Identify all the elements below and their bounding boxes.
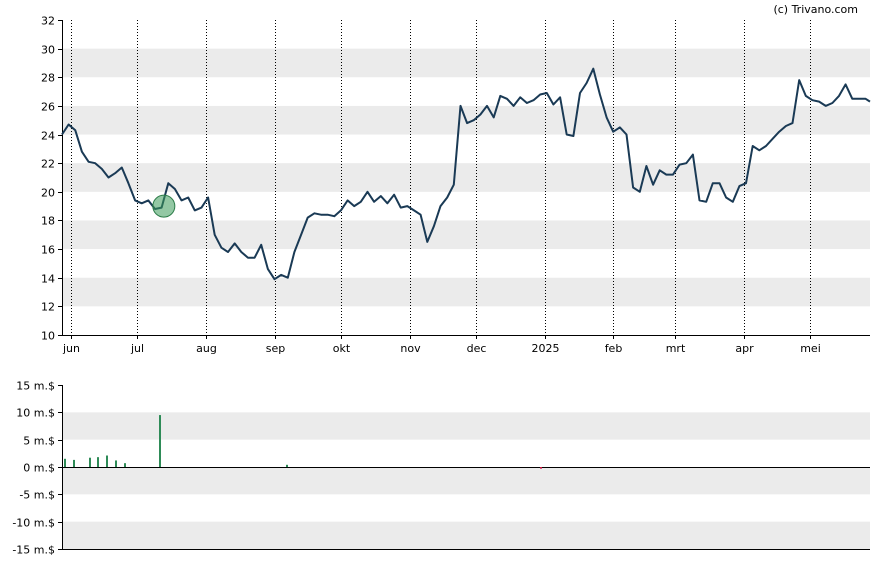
price-y-tick-label: 14 [41, 273, 55, 286]
volume-bar [540, 467, 542, 469]
price-y-tick-label: 12 [41, 301, 55, 314]
price-y-tick-label: 10 [41, 330, 55, 343]
volume-bar [89, 457, 91, 467]
x-tick-label: aug [196, 342, 217, 355]
volume-panel-bands [62, 412, 870, 549]
price-band [62, 220, 870, 250]
price-y-tick-label: 32 [41, 15, 55, 28]
price-y-axis-ticks: 10 12 14 16 18 20 22 24 26 28 30 32 [41, 15, 62, 343]
x-tick-label: jun [62, 342, 80, 355]
price-y-tick-label: 26 [41, 101, 55, 114]
x-tick-label: okt [333, 342, 351, 355]
price-band [62, 48, 870, 78]
volume-bar [159, 415, 161, 467]
x-tick-label: jul [130, 342, 144, 355]
volume-bar [73, 459, 75, 467]
x-tick-label: mei [800, 342, 821, 355]
volume-y-tick-label: -15 m.$ [12, 544, 55, 557]
price-band [62, 163, 870, 192]
price-y-tick-label: 30 [41, 44, 55, 57]
volume-y-axis-ticks: -15 m.$ -10 m.$ -5 m.$ 0 m.$ 5 m.$ 10 m.$ 15 m… [12, 380, 62, 557]
volume-y-tick-label: -10 m.$ [12, 517, 55, 530]
volume-bar [97, 457, 99, 467]
volume-y-tick-label: 10 m.$ [16, 407, 55, 420]
x-tick-label: feb [605, 342, 623, 355]
x-tick-label: apr [735, 342, 754, 355]
x-tick-label: mrt [666, 342, 686, 355]
volume-bar [115, 460, 117, 467]
volume-y-tick-label: 5 m.$ [23, 435, 55, 448]
price-y-tick-label: 22 [41, 158, 55, 171]
volume-bar [124, 463, 126, 467]
volume-bar [286, 464, 288, 467]
volume-y-tick-label: -5 m.$ [19, 489, 55, 502]
volume-band [62, 467, 870, 495]
volume-band [62, 412, 870, 440]
price-y-tick-label: 18 [41, 215, 55, 228]
price-panel-bands [62, 48, 870, 307]
volume-panel-axes [62, 385, 870, 550]
volume-bar [64, 458, 66, 467]
volume-bar [106, 455, 108, 467]
volume-bars [64, 415, 542, 469]
volume-y-tick-label: 15 m.$ [16, 380, 55, 393]
x-tick-label: nov [400, 342, 421, 355]
price-y-tick-label: 24 [41, 130, 55, 143]
price-panel-axes [62, 20, 870, 336]
price-line [61, 67, 871, 281]
x-axis-ticks: jun jul aug sep okt nov dec 2025 feb mrt apr mei [62, 335, 821, 355]
price-series [61, 67, 871, 281]
x-tick-label: dec [467, 342, 487, 355]
price-y-tick-label: 28 [41, 72, 55, 85]
x-tick-label: sep [266, 342, 285, 355]
price-y-tick-label: 16 [41, 244, 55, 257]
price-band [62, 277, 870, 307]
volume-band [62, 521, 870, 549]
credit-label[interactable]: (c) Trivano.com [773, 3, 858, 16]
highlight-circle [152, 194, 176, 218]
price-y-tick-label: 20 [41, 187, 55, 200]
annotations [152, 194, 176, 218]
volume-y-tick-label: 0 m.$ [23, 462, 55, 475]
x-tick-label: 2025 [532, 342, 560, 355]
